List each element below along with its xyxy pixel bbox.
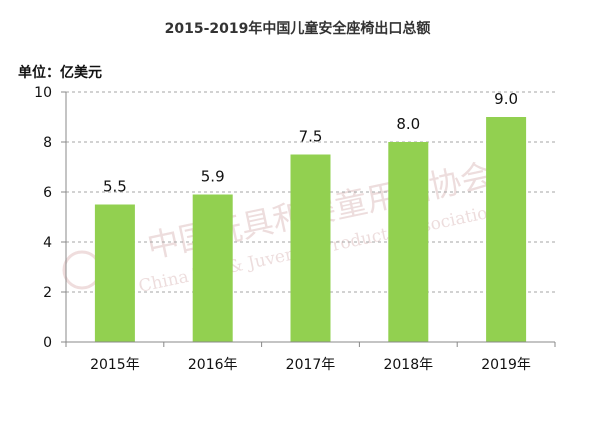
x-tick-label: 2015年 <box>90 357 140 373</box>
bar <box>192 194 233 342</box>
x-tick-label: 2017年 <box>286 357 336 373</box>
bar <box>486 117 527 342</box>
bar <box>388 142 429 342</box>
data-label: 9.0 <box>494 90 518 108</box>
bar <box>290 154 331 342</box>
chart-title: 2015-2019年中国儿童安全座椅出口总额 <box>164 21 431 37</box>
y-tick-label: 2 <box>43 285 52 301</box>
data-label: 5.5 <box>103 178 127 196</box>
x-tick-label: 2018年 <box>383 357 433 373</box>
y-tick-label: 6 <box>43 185 52 201</box>
y-tick-label: 4 <box>43 235 52 251</box>
unit-label: 单位：亿美元 <box>18 65 102 81</box>
x-tick-label: 2019年 <box>481 357 531 373</box>
bar <box>94 204 135 342</box>
y-tick-label: 0 <box>43 335 52 351</box>
data-label: 7.5 <box>299 128 323 146</box>
y-tick-label: 10 <box>34 85 52 101</box>
data-label: 5.9 <box>201 168 225 186</box>
data-label: 8.0 <box>396 115 420 133</box>
y-tick-label: 8 <box>43 135 52 151</box>
x-tick-label: 2016年 <box>188 357 238 373</box>
